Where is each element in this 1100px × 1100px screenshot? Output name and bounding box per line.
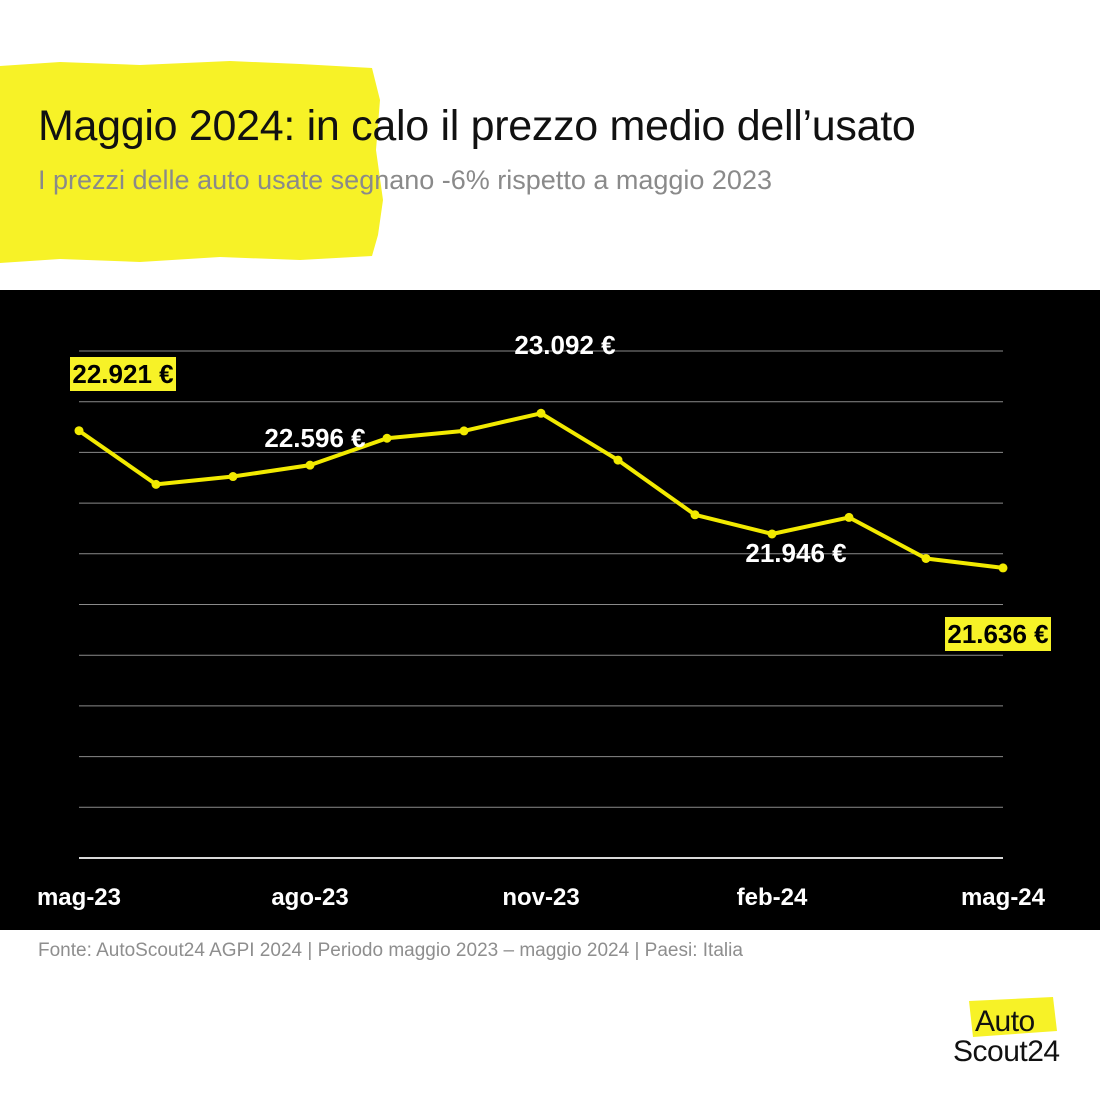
x-tick-label: feb-24 (737, 884, 808, 911)
title-highlight-brush (0, 61, 383, 263)
data-point (536, 408, 546, 418)
x-tick-label: mag-23 (37, 884, 121, 911)
x-tick-label: ago-23 (271, 884, 348, 911)
data-point (74, 426, 84, 436)
page-subtitle: I prezzi delle auto usate segnano -6% ri… (38, 165, 772, 195)
data-label: 22.596 € (264, 423, 365, 453)
data-label: 21.636 € (947, 619, 1048, 649)
data-label: 22.921 € (72, 359, 173, 389)
data-label-highlight (70, 357, 176, 391)
data-point (613, 455, 623, 465)
logo-text-scout24: Scout24 (953, 1035, 1060, 1068)
data-point (228, 472, 238, 482)
data-label: 23.092 € (514, 330, 615, 360)
data-point (921, 553, 931, 563)
data-label-highlight (945, 617, 1051, 651)
chart-panel: mag-23 ago-23 nov-23 feb-24 mag-24 22.921 € 22… (0, 290, 1100, 930)
page-title: Maggio 2024: in calo il prezzo medio del… (38, 102, 916, 150)
series-line (77, 411, 1005, 570)
data-point (459, 426, 469, 436)
logo-text-auto: Auto (975, 1005, 1035, 1038)
x-tick-label: nov-23 (502, 884, 579, 911)
data-point (151, 479, 161, 489)
data-point (767, 529, 777, 539)
logo-highlight-shape (969, 997, 1057, 1037)
line-chart: mag-23 ago-23 nov-23 feb-24 mag-24 22.921 € 22… (37, 330, 1051, 911)
data-point (305, 460, 315, 470)
data-point (690, 510, 700, 520)
source-note: Fonte: AutoScout24 AGPI 2024 | Periodo m… (38, 940, 743, 961)
data-point (998, 563, 1008, 573)
data-point (844, 512, 854, 522)
autoscout24-logo: Auto Scout24 (945, 995, 1075, 1075)
data-point (382, 433, 392, 443)
x-tick-label: mag-24 (961, 884, 1046, 911)
data-label: 21.946 € (745, 538, 846, 568)
